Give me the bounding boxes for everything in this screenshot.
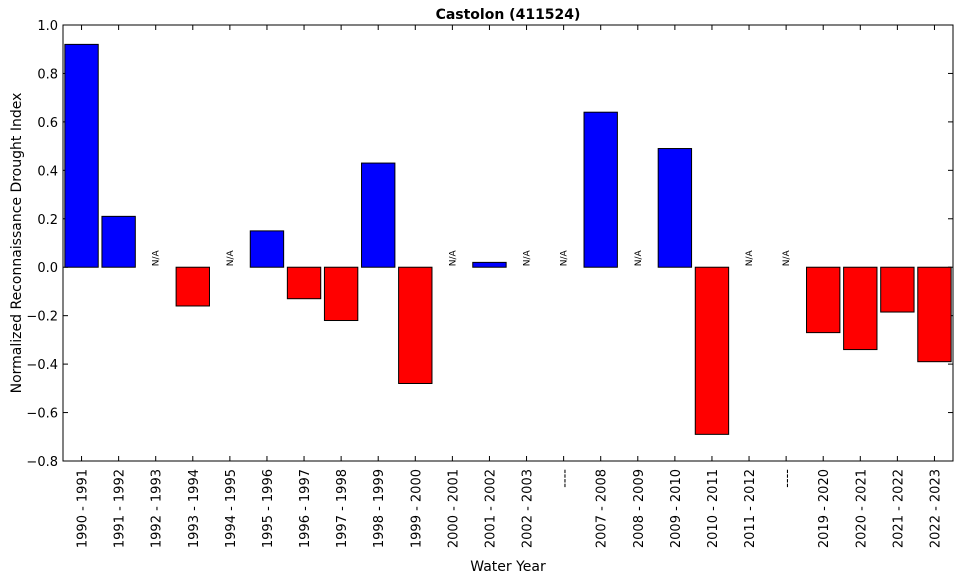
x-tick-label: 2007 - 2008: [595, 469, 610, 548]
bar: [361, 162, 396, 268]
x-tick-label: 2001 - 2002: [483, 469, 498, 548]
bar: [843, 266, 878, 351]
plot-frame: [62, 24, 954, 462]
x-tick-label: 1999 - 2000: [409, 469, 424, 548]
y-axis-label: Normalized Reconnaissance Drought Index: [9, 93, 25, 394]
x-tick-label: 2011 - 2012: [743, 469, 758, 548]
na-label: N/A: [560, 249, 570, 266]
x-tick-label: 1997 - 1998: [335, 469, 350, 548]
x-tick-label: ----: [558, 469, 573, 488]
x-tick-label: 2009 - 2010: [669, 469, 684, 548]
bar: [398, 266, 433, 384]
x-tick-label: 2021 - 2022: [891, 469, 906, 548]
na-label: N/A: [782, 249, 792, 266]
x-tick-label: 1996 - 1997: [298, 469, 313, 548]
bar: [694, 266, 730, 435]
x-tick-label: 2020 - 2021: [854, 469, 869, 548]
x-tick-label: 1995 - 1996: [261, 469, 276, 548]
x-tick-label: 2002 - 2003: [521, 469, 536, 548]
bar: [175, 266, 210, 307]
y-tick-label: 0.8: [37, 67, 58, 82]
bar: [657, 148, 693, 268]
y-tick-label: −0.2: [26, 310, 58, 325]
x-tick-label: 2000 - 2001: [446, 469, 461, 548]
na-label: N/A: [448, 249, 458, 266]
bar: [583, 111, 618, 268]
y-tick-label: −0.4: [26, 358, 58, 373]
x-tick-label: 2019 - 2020: [817, 469, 832, 548]
x-tick-label: 2022 - 2023: [928, 469, 943, 548]
y-tick-label: 0.0: [37, 261, 58, 276]
bar: [286, 266, 322, 300]
bar: [249, 230, 285, 268]
na-label: N/A: [523, 249, 533, 266]
bar: [64, 43, 99, 268]
x-tick-label: ----: [780, 469, 795, 488]
y-tick-label: 0.6: [37, 116, 58, 131]
na-label: N/A: [745, 249, 755, 266]
bar: [806, 266, 841, 334]
x-tick-label: 1998 - 1999: [372, 469, 387, 548]
bar: [472, 261, 507, 268]
y-tick-label: 0.2: [37, 213, 58, 228]
x-tick-label: 1992 - 1993: [150, 469, 165, 548]
x-tick-label: 1990 - 1991: [76, 469, 91, 548]
bar: [917, 266, 952, 363]
na-label: N/A: [634, 249, 644, 266]
x-tick-label: 1993 - 1994: [187, 469, 202, 548]
chart-title: Castolon (411524): [436, 7, 581, 23]
bar: [101, 215, 136, 268]
na-label: N/A: [152, 249, 162, 266]
y-tick-label: −0.8: [26, 455, 58, 470]
bar: [323, 266, 359, 322]
x-tick-label: 1991 - 1992: [113, 469, 128, 548]
bar: [880, 266, 915, 313]
y-tick-label: 1.0: [37, 19, 58, 34]
y-tick-label: 0.4: [37, 164, 58, 179]
x-tick-label: 2010 - 2011: [706, 469, 721, 548]
x-tick-label: 2008 - 2009: [632, 469, 647, 548]
na-label: N/A: [226, 249, 236, 266]
x-tick-label: 1994 - 1995: [224, 469, 239, 548]
x-axis-label: Water Year: [470, 559, 546, 575]
y-tick-label: −0.6: [26, 407, 58, 422]
